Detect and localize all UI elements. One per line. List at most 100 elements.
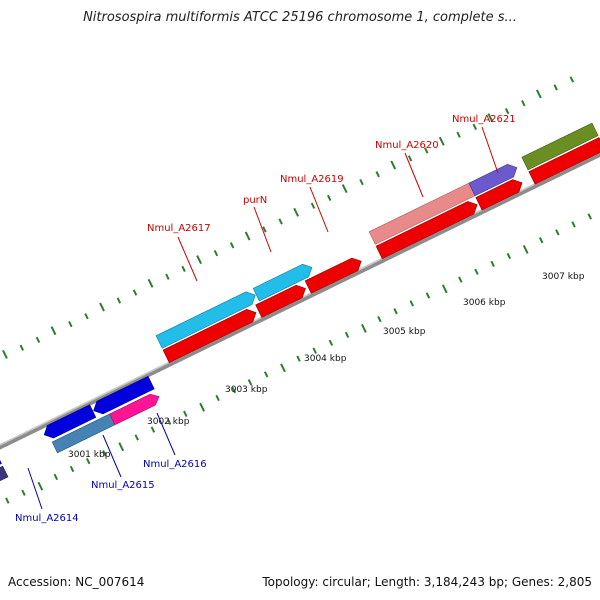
scale-label: 3007 kbp [542,272,585,282]
minor-tick [555,229,560,236]
minor-tick [571,221,576,228]
minor-tick [424,147,429,154]
minor-tick [84,313,89,320]
minor-tick [165,273,170,280]
minor-tick [521,100,526,107]
minor-tick [181,265,186,273]
major-tick [244,231,251,241]
gene-nmul-a2614-feature[interactable] [0,465,9,513]
minor-tick [247,379,253,386]
gene-nmul-a2616-feature[interactable] [109,391,162,426]
scale-label: 3003 kbp [225,385,268,395]
leader-line-nmul-a2617 [177,236,198,282]
gene-nmul-a2621-feature[interactable] [468,161,520,197]
minor-tick [553,84,558,91]
minor-tick [229,242,235,249]
scale-label: 3004 kbp [304,354,347,364]
minor-tick [166,418,172,425]
gene-purn-feature[interactable] [252,261,315,302]
gene-nmul-a2617-feature[interactable] [155,289,258,349]
major-tick [487,113,494,123]
minor-tick [296,355,301,362]
leader-line-nmul-a2620 [404,152,424,198]
reverse-cds-segment[interactable] [0,450,2,499]
major-tick [522,244,529,254]
gene-label-purn[interactable]: purN [243,195,267,206]
minor-tick [68,320,73,328]
major-tick [199,402,205,412]
scale-label: 3002 kbp [147,417,190,427]
minor-tick [393,308,398,315]
major-tick [441,284,448,294]
minor-tick [278,218,283,225]
minor-tick [425,292,431,299]
scale-label: 3006 kbp [463,298,506,308]
leader-line-purn [253,206,272,253]
major-tick [361,323,367,333]
minor-tick [21,489,26,496]
minor-tick [102,450,107,457]
forward-cds-segment[interactable] [375,198,480,260]
lower-feature-track [0,391,162,513]
upper-tick-row [2,76,575,359]
gene-label-nmul-a2616[interactable]: Nmul_A2616 [143,459,207,470]
reverse-cds-segment[interactable] [41,404,97,441]
minor-tick [85,458,91,465]
major-tick [341,184,348,194]
leader-line-nmul-a2621 [481,126,499,174]
leader-line-nmul-a2614 [27,467,43,510]
leader-line-nmul-a2619 [309,186,329,233]
major-tick [535,89,542,99]
minor-tick [456,131,461,138]
forward-cds-segment[interactable] [162,306,259,364]
major-tick [196,255,202,265]
minor-tick [326,194,332,202]
major-tick [50,326,57,336]
reverse-cds-track [0,375,155,499]
gene-label-nmul-a2617[interactable]: Nmul_A2617 [147,223,211,234]
gene-olive-feature[interactable] [521,122,599,171]
gene-label-nmul-a2619[interactable]: Nmul_A2619 [280,174,344,185]
minor-tick [262,226,267,233]
scale-label: 3005 kbp [383,327,426,337]
forward-cds-segment[interactable] [528,137,600,185]
minor-tick [407,155,413,162]
reverse-cds-segment[interactable] [91,375,155,417]
minor-tick [215,394,220,402]
minor-tick [53,473,59,481]
forward-cds-segment[interactable] [304,255,364,294]
major-tick [37,481,44,491]
minor-tick [213,249,219,257]
minor-tick [490,260,495,268]
minor-tick [587,213,592,220]
gene-label-nmul-a2614[interactable]: Nmul_A2614 [15,513,79,524]
minor-tick [506,252,512,260]
gene-label-nmul-a2621[interactable]: Nmul_A2621 [452,114,516,125]
major-tick [390,160,397,170]
minor-tick [134,434,139,441]
minor-tick [458,276,463,283]
genome-stats-label: Topology: circular; Length: 3,184,243 bp… [262,575,592,589]
map-title: Nitrosospira multiformis ATCC 25196 chro… [83,10,517,25]
lower-tick-row [5,213,592,504]
minor-tick [183,410,188,417]
minor-tick [263,371,269,378]
major-tick [438,136,445,146]
forward-cds-track [162,137,600,364]
gene-label-nmul-a2620[interactable]: Nmul_A2620 [375,140,439,151]
gene-labels: Nmul_A2614 Nmul_A2615 Nmul_A2616 Nmul_A2… [15,114,516,524]
minor-tick [19,344,25,351]
minor-tick [359,178,364,186]
forward-cds-segment[interactable] [475,176,525,211]
gene-label-nmul-a2615[interactable]: Nmul_A2615 [91,480,155,491]
minor-tick [569,76,575,83]
upper-feature-track [155,122,599,349]
major-tick [2,349,8,359]
forward-cds-segment[interactable] [255,282,309,318]
minor-tick [538,237,544,244]
major-tick [99,302,105,312]
minor-tick [474,268,479,275]
major-tick [280,363,286,373]
minor-tick [69,465,75,473]
